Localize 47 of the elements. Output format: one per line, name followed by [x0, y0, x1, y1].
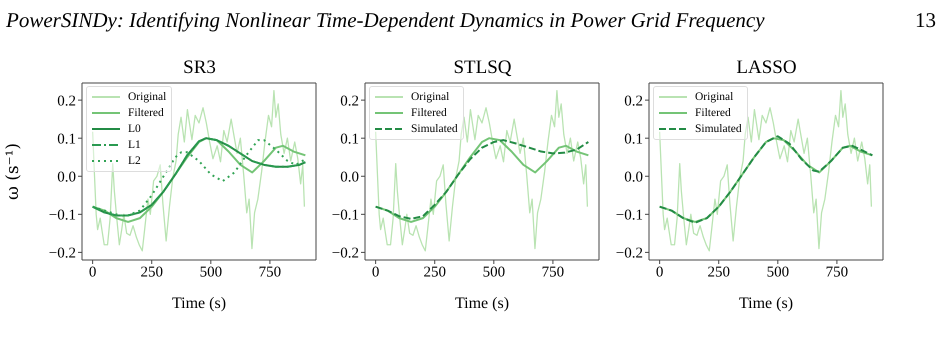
x-tick-label: 750 [826, 264, 848, 281]
y-tick-label: 0.0 [340, 170, 359, 186]
x-tick-label: 500 [766, 264, 790, 281]
y-tick-label: 0.2 [340, 93, 359, 110]
y-tick-label: −0.1 [616, 208, 643, 224]
x-axis-title: Time (s) [454, 295, 510, 312]
y-tick-label: −0.2 [616, 246, 643, 262]
y-tick-label: 0.0 [624, 170, 643, 186]
x-tick-label: 250 [707, 264, 730, 281]
legend-label: Filtered [128, 107, 164, 119]
chart-title: SR3 [182, 57, 217, 79]
x-tick-label: 250 [140, 264, 163, 281]
legend-label: Filtered [411, 107, 447, 119]
legend-label: Simulated [411, 123, 458, 135]
x-tick-label: 250 [423, 264, 446, 281]
legend-label: Original [128, 91, 166, 103]
chart-title: STLSQ [452, 57, 513, 79]
legend-label: Original [411, 91, 450, 103]
y-tick-label: −0.1 [48, 208, 76, 224]
legend-label: Simulated [695, 123, 742, 135]
text: PowerSINDy: Identifying Nonlinear Time-Dependent Dynamics in Power Grid Frequency [6, 8, 765, 33]
y-tick-label: 0.1 [57, 132, 76, 148]
legend-label: Filtered [695, 107, 731, 119]
y-tick-label: −0.1 [332, 208, 359, 224]
legend-label: L0 [128, 123, 141, 135]
x-axis-title: Time (s) [172, 295, 226, 312]
x-axis-title: Time (s) [738, 295, 794, 312]
y-tick-label: 0.1 [624, 132, 643, 148]
x-tick-label: 500 [482, 264, 506, 281]
x-tick-label: 0 [88, 264, 96, 281]
y-tick-label: −0.2 [48, 246, 76, 262]
text: 13 [915, 8, 936, 33]
legend-label: Original [695, 91, 734, 103]
x-tick-label: 500 [200, 264, 222, 281]
x-tick-label: 750 [542, 264, 564, 281]
y-tick-label: 0.2 [57, 93, 76, 110]
y-tick-label: 0.1 [340, 132, 359, 148]
x-tick-label: 750 [258, 264, 282, 281]
y-tick-label: −0.2 [332, 246, 359, 262]
legend-label: L2 [128, 155, 141, 167]
y-axis-title: ω (s⁻¹) [3, 142, 24, 200]
y-tick-label: 0.2 [624, 93, 643, 110]
x-tick-label: 0 [372, 264, 380, 281]
chart-title: LASSO [735, 57, 798, 79]
x-tick-label: 0 [656, 264, 664, 281]
y-tick-label: 0.0 [57, 170, 76, 186]
legend-label: L1 [128, 139, 141, 151]
